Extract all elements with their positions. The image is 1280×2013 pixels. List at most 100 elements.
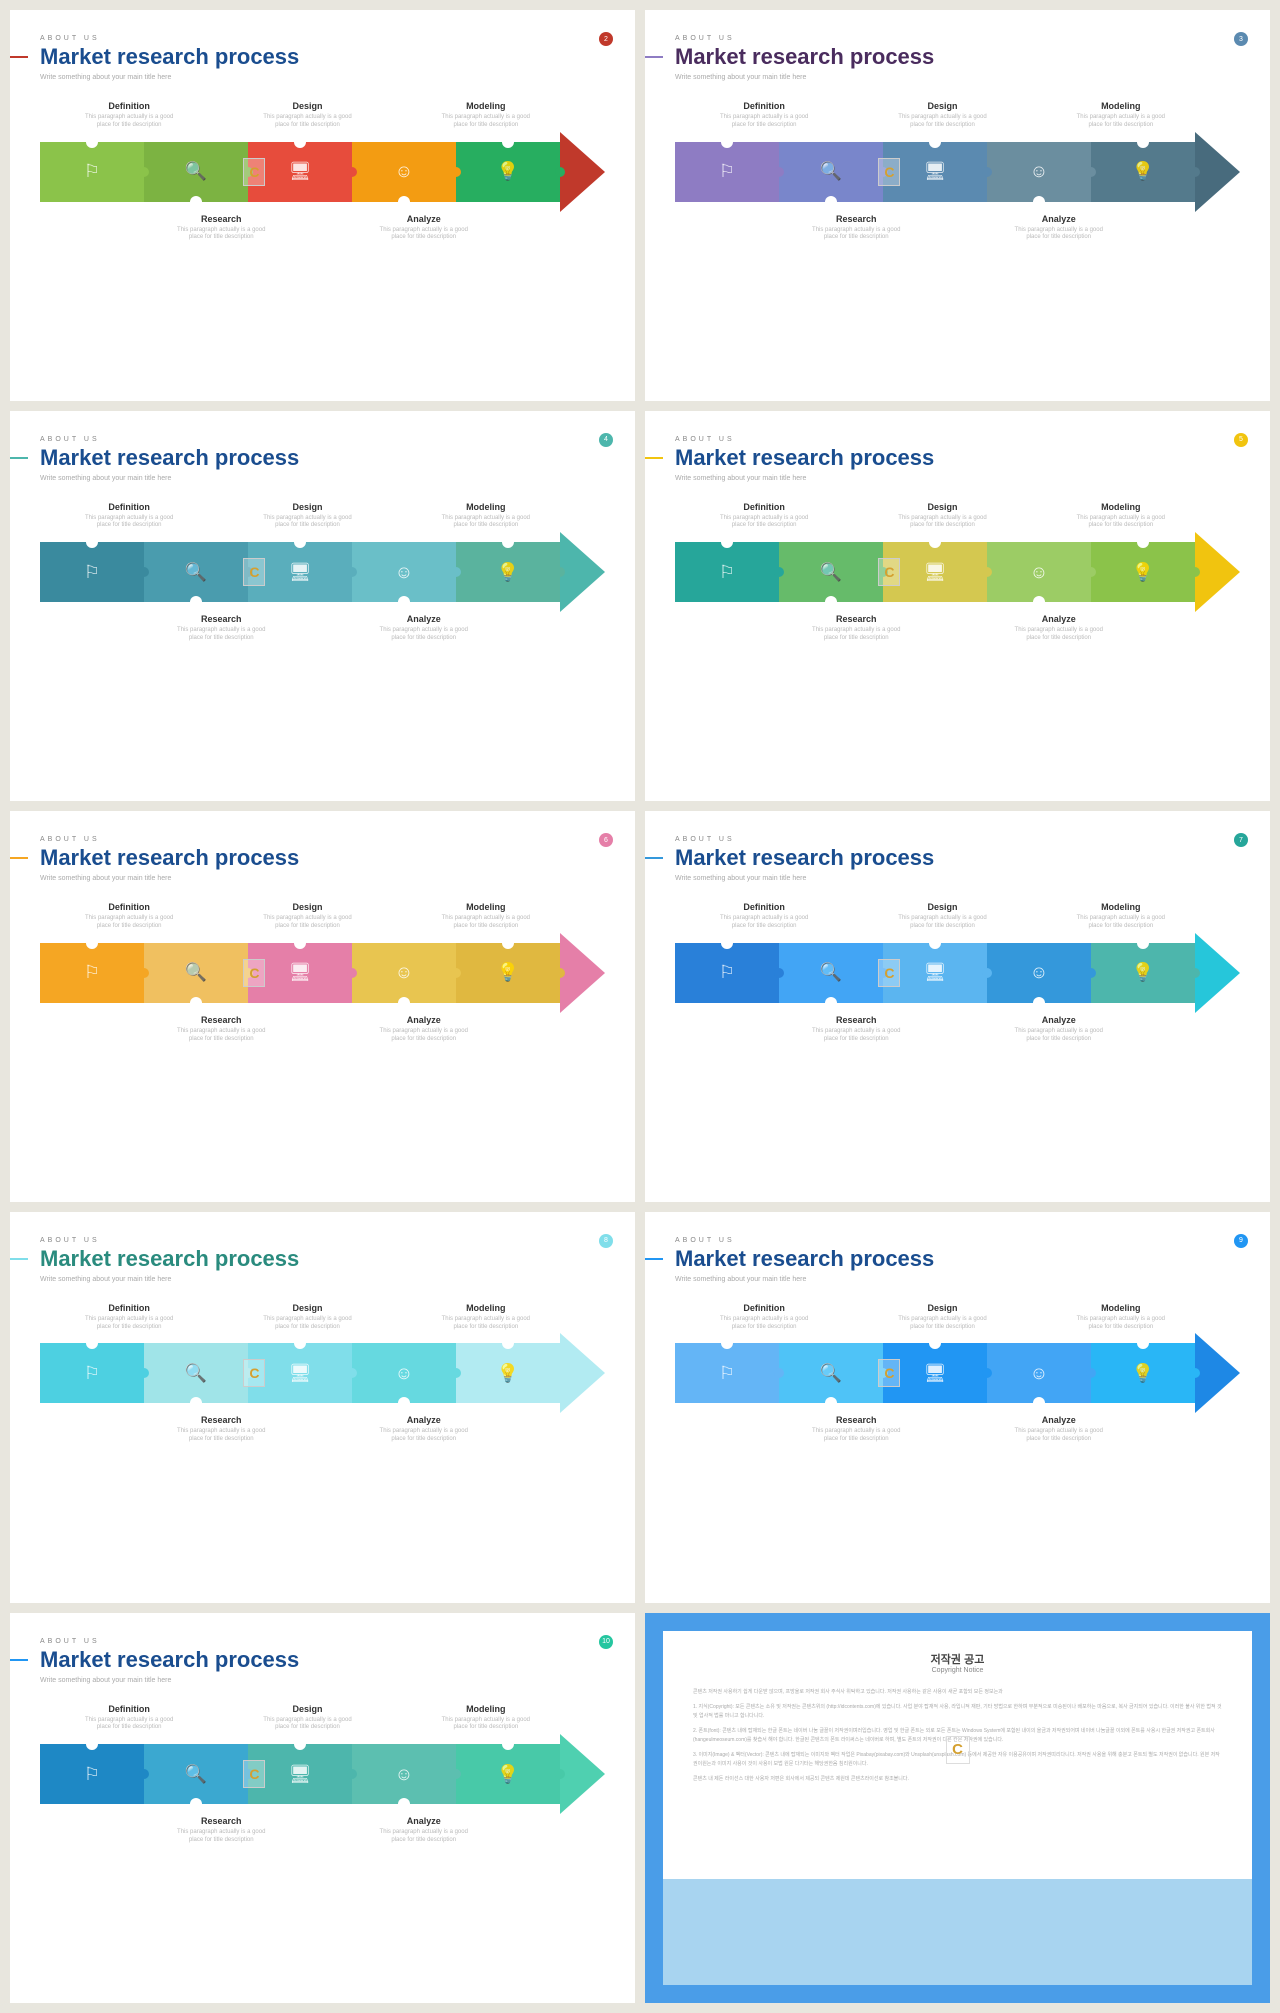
top-steps-row: Definition This paragraph actually is a … (40, 902, 605, 931)
step-column: Design This paragraph actually is a good… (853, 1303, 1031, 1332)
step-description: This paragraph actually is a good place … (262, 915, 352, 931)
step-column: Definition This paragraph actually is a … (675, 502, 853, 531)
step-icon: ☺ (395, 161, 413, 182)
step-icon: ⚐ (84, 1363, 100, 1384)
top-steps-row: Definition This paragraph actually is a … (675, 101, 1240, 130)
step-column: Modeling This paragraph actually is a go… (397, 101, 575, 130)
step-label: Design (218, 502, 396, 512)
step-icon: ☺ (1030, 962, 1048, 983)
step-column: Analyze This paragraph actually is a goo… (958, 614, 1161, 643)
arrow-head (560, 1734, 605, 1814)
slide-number-badge: 3 (1234, 32, 1248, 46)
step-column: Research This paragraph actually is a go… (755, 214, 958, 243)
eyebrow-text: ABOUT US (675, 836, 1240, 843)
slide-number-badge: 6 (599, 833, 613, 847)
step-label: Definition (675, 101, 853, 111)
puzzle-piece: ☺ (352, 943, 456, 1003)
step-icon: 🔍 (820, 1363, 842, 1384)
slide-number-badge: 10 (599, 1635, 613, 1649)
bottom-steps-row: Research This paragraph actually is a go… (675, 614, 1240, 643)
bottom-steps-row: Research This paragraph actually is a go… (675, 1015, 1240, 1044)
step-icon: 🔍 (185, 562, 207, 583)
step-label: Research (120, 1816, 323, 1826)
step-column: Modeling This paragraph actually is a go… (1032, 902, 1210, 931)
puzzle-piece: ⚐ (40, 542, 144, 602)
step-label: Analyze (323, 214, 526, 224)
eyebrow-text: ABOUT US (40, 1237, 605, 1244)
eyebrow-text: ABOUT US (675, 1237, 1240, 1244)
puzzle-piece: 🔍 (779, 142, 883, 202)
step-description: This paragraph actually is a good place … (811, 627, 901, 643)
process-slide: 10 ABOUT US Market research process Writ… (10, 1613, 635, 2004)
step-column: Design This paragraph actually is a good… (218, 902, 396, 931)
slide-title: Market research process (40, 845, 299, 871)
step-label: Definition (675, 502, 853, 512)
step-icon: 💡 (497, 1764, 519, 1785)
slide-subtitle: Write something about your main title he… (40, 74, 605, 81)
watermark-icon: C (878, 959, 900, 987)
puzzle-piece: ☺ (987, 1343, 1091, 1403)
arrow-head (560, 933, 605, 1013)
arrow-head (1195, 933, 1240, 1013)
step-icon: 🔍 (185, 161, 207, 182)
puzzle-arrow: ⚐ 🔍 🖥 ☺ 💡 C (40, 1744, 605, 1804)
process-slide: 2 ABOUT US Market research process Write… (10, 10, 635, 401)
step-label: Design (218, 1303, 396, 1313)
step-column: Research This paragraph actually is a go… (755, 614, 958, 643)
step-column: Research This paragraph actually is a go… (120, 1415, 323, 1444)
eyebrow-text: ABOUT US (675, 436, 1240, 443)
step-label: Modeling (1032, 502, 1210, 512)
step-description: This paragraph actually is a good place … (811, 227, 901, 243)
step-label: Analyze (958, 614, 1161, 624)
step-description: This paragraph actually is a good place … (84, 515, 174, 531)
step-description: This paragraph actually is a good place … (719, 114, 809, 130)
puzzle-piece: 🔍 (779, 943, 883, 1003)
puzzle-piece: ☺ (987, 943, 1091, 1003)
step-description: This paragraph actually is a good place … (719, 515, 809, 531)
step-label: Analyze (958, 1415, 1161, 1425)
copyright-title: 저작권 공고 (693, 1651, 1222, 1667)
step-column: Design This paragraph actually is a good… (218, 1303, 396, 1332)
step-icon: 🖥 (924, 1363, 947, 1384)
puzzle-arrow: ⚐ 🔍 🖥 ☺ 💡 C (40, 1343, 605, 1403)
step-icon: 🔍 (820, 161, 842, 182)
arrow-head (560, 132, 605, 212)
step-icon: 💡 (1132, 562, 1154, 583)
step-label: Definition (40, 1704, 218, 1714)
step-description: This paragraph actually is a good place … (84, 915, 174, 931)
puzzle-piece: 💡 (456, 943, 560, 1003)
copyright-subtitle: Copyright Notice (693, 1667, 1222, 1674)
step-label: Research (755, 1015, 958, 1025)
step-icon: 🖥 (289, 562, 312, 583)
step-icon: 💡 (497, 562, 519, 583)
step-label: Design (853, 1303, 1031, 1313)
step-column: Design This paragraph actually is a good… (218, 1704, 396, 1733)
bottom-steps-row: Research This paragraph actually is a go… (40, 1015, 605, 1044)
step-description: This paragraph actually is a good place … (441, 915, 531, 931)
puzzle-arrow: ⚐ 🔍 🖥 ☺ 💡 C (40, 542, 605, 602)
copyright-lower-band (663, 1879, 1252, 1985)
top-steps-row: Definition This paragraph actually is a … (40, 1303, 605, 1332)
step-description: This paragraph actually is a good place … (1014, 1028, 1104, 1044)
step-label: Research (755, 1415, 958, 1425)
step-icon: 🔍 (820, 962, 842, 983)
slide-number-badge: 4 (599, 433, 613, 447)
puzzle-piece: 💡 (456, 1343, 560, 1403)
title-accent-line (645, 457, 663, 459)
step-icon: ☺ (395, 962, 413, 983)
puzzle-piece: ⚐ (675, 542, 779, 602)
puzzle-piece: 💡 (1091, 943, 1195, 1003)
step-column: Modeling This paragraph actually is a go… (397, 1303, 575, 1332)
step-description: This paragraph actually is a good place … (897, 114, 987, 130)
step-icon: ☺ (395, 1363, 413, 1384)
step-description: This paragraph actually is a good place … (1076, 915, 1166, 931)
step-description: This paragraph actually is a good place … (811, 1428, 901, 1444)
puzzle-piece: ⚐ (675, 1343, 779, 1403)
copyright-slide: 저작권 공고 Copyright Notice 콘텐츠 저작권 사용하기 쉽게 … (645, 1613, 1270, 2004)
step-description: This paragraph actually is a good place … (379, 627, 469, 643)
slide-number-badge: 5 (1234, 433, 1248, 447)
slide-title: Market research process (40, 44, 299, 70)
puzzle-arrow: ⚐ 🔍 🖥 ☺ 💡 C (675, 542, 1240, 602)
step-icon: 💡 (497, 962, 519, 983)
puzzle-piece: 💡 (1091, 1343, 1195, 1403)
